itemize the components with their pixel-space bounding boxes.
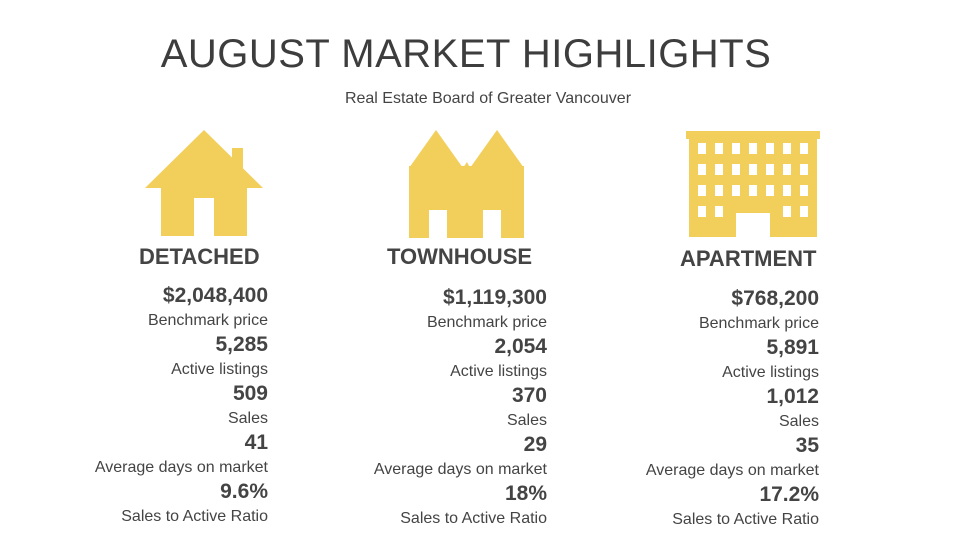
window xyxy=(766,185,774,196)
sales-label: Sales xyxy=(227,410,268,427)
benchmark-price-label: Benchmark price xyxy=(698,315,819,332)
page-subtitle: Real Estate Board of Greater Vancouver xyxy=(344,90,632,107)
sales-value: 1,012 xyxy=(766,385,819,408)
benchmark-price-label: Benchmark price xyxy=(147,312,268,329)
sales-to-active-value: 17.2% xyxy=(759,483,819,506)
benchmark-price-value: $768,200 xyxy=(731,287,819,310)
window xyxy=(800,164,808,175)
sales-to-active-value: 18% xyxy=(504,482,547,505)
sales-label: Sales xyxy=(506,412,547,429)
window xyxy=(715,164,723,175)
sales-label: Sales xyxy=(778,413,819,430)
benchmark-price-label: Benchmark price xyxy=(426,314,547,331)
category-label-apartment: APARTMENT xyxy=(680,246,817,271)
sales-value: 509 xyxy=(232,382,268,405)
window xyxy=(766,164,774,175)
window xyxy=(749,164,757,175)
window xyxy=(698,206,706,217)
window xyxy=(783,143,791,154)
window xyxy=(749,143,757,154)
townhouse-icon xyxy=(409,128,525,238)
window xyxy=(800,185,808,196)
window xyxy=(698,143,706,154)
sales-to-active-label: Sales to Active Ratio xyxy=(400,510,547,527)
active-listings-label: Active listings xyxy=(722,364,819,381)
apartment-building-icon xyxy=(686,131,820,237)
category-label-townhouse: TOWNHOUSE xyxy=(387,244,533,269)
category-label-detached: DETACHED xyxy=(139,244,260,269)
stats-townhouse: $1,119,300 Benchmark price 2,054 Active … xyxy=(287,286,547,531)
page-title: AUGUST MARKET HIGHLIGHTS xyxy=(160,32,772,76)
days-on-market-label: Average days on market xyxy=(94,459,268,476)
house-icon xyxy=(144,128,264,236)
days-on-market-label: Average days on market xyxy=(645,462,819,479)
benchmark-price-value: $1,119,300 xyxy=(443,286,547,309)
stats-detached: $2,048,400 Benchmark price 5,285 Active … xyxy=(8,284,268,529)
window xyxy=(715,206,723,217)
sales-to-active-value: 9.6% xyxy=(220,480,268,503)
window xyxy=(698,185,706,196)
stats-apartment: $768,200 Benchmark price 5,891 Active li… xyxy=(559,287,819,532)
window xyxy=(698,164,706,175)
sales-to-active-label: Sales to Active Ratio xyxy=(672,511,819,528)
window xyxy=(732,143,740,154)
window xyxy=(732,164,740,175)
days-on-market-label: Average days on market xyxy=(373,461,547,478)
days-on-market-value: 35 xyxy=(795,434,819,457)
window xyxy=(766,143,774,154)
window xyxy=(749,185,757,196)
active-listings-value: 2,054 xyxy=(494,335,547,358)
active-listings-label: Active listings xyxy=(450,363,547,380)
window xyxy=(715,185,723,196)
window xyxy=(800,143,808,154)
window xyxy=(732,185,740,196)
window xyxy=(715,143,723,154)
sales-value: 370 xyxy=(511,384,547,407)
days-on-market-value: 41 xyxy=(244,431,268,454)
active-listings-value: 5,285 xyxy=(215,333,268,356)
active-listings-label: Active listings xyxy=(171,361,268,378)
days-on-market-value: 29 xyxy=(523,433,547,456)
active-listings-value: 5,891 xyxy=(766,336,819,359)
window xyxy=(800,206,808,217)
window xyxy=(783,164,791,175)
benchmark-price-value: $2,048,400 xyxy=(162,284,268,307)
sales-to-active-label: Sales to Active Ratio xyxy=(121,508,268,525)
window xyxy=(783,185,791,196)
window xyxy=(783,206,791,217)
